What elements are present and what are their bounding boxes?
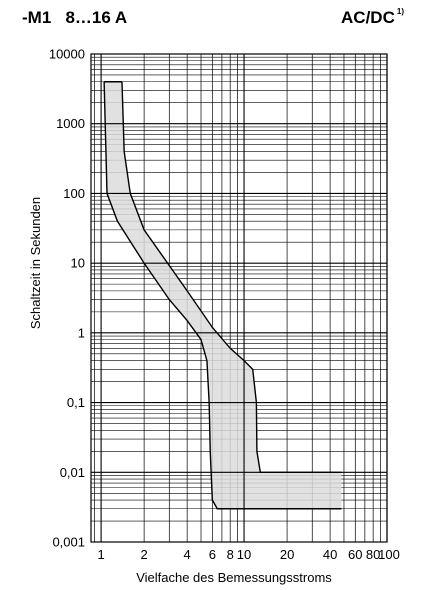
x-tick-label: 6 [209, 547, 216, 562]
plot-frame [90, 53, 388, 543]
y-tick-label: 0,001 [52, 535, 85, 550]
x-tick-label: 2 [141, 547, 148, 562]
upper-bound-curve [121, 81, 342, 473]
x-axis-label: Vielfache des Bemessungsstroms [136, 570, 332, 585]
x-tick-label: 40 [323, 547, 337, 562]
bound-curves [103, 81, 342, 510]
y-tick-label: 1 [78, 325, 85, 340]
lower-bound-curve [103, 81, 342, 510]
y-tick-label: 10 [71, 256, 85, 271]
x-tick-label: 60 [348, 547, 362, 562]
trip-band-area [104, 81, 342, 509]
x-tick-label: 4 [184, 547, 191, 562]
x-tick-label: 80 [366, 547, 380, 562]
x-tick-label: 20 [280, 547, 294, 562]
footnote-marker: 1) [396, 7, 404, 16]
chart-heading-device: -M1 8…16 A [22, 8, 128, 27]
y-tick-label: 100 [63, 186, 85, 201]
x-tick-label: 100 [378, 547, 400, 562]
x-tick-label: 8 [227, 547, 234, 562]
chart-heading-current-type: AC/DC 1) [341, 7, 404, 28]
y-tick-label: 10000 [49, 47, 85, 62]
x-tick-label: 1 [97, 547, 104, 562]
y-tick-label: 0,1 [67, 395, 85, 410]
y-tick-labels: 0,001 0,01 0,1 1 10 100 1000 10000 [49, 47, 85, 550]
y-tick-label: 1000 [56, 116, 85, 131]
x-tick-label: 10 [237, 547, 251, 562]
current-type-label: AC/DC [341, 8, 395, 27]
y-axis-label: Schaltzeit in Sekunden [28, 197, 43, 329]
y-tick-label: 0,01 [60, 465, 85, 480]
trip-band [104, 81, 342, 509]
